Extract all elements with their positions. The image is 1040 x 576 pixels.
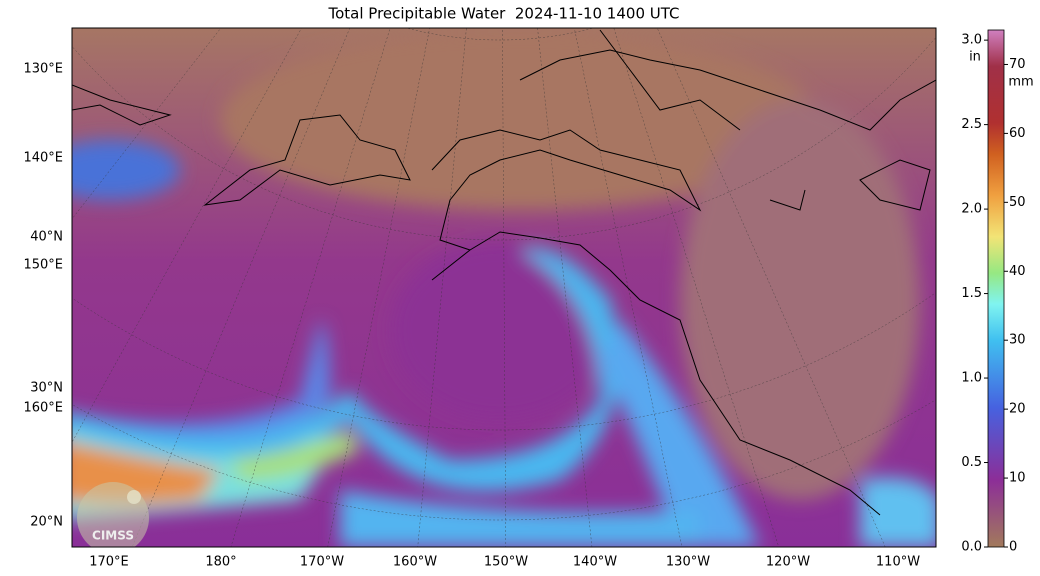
map-bottom-label: 170°E [89,555,129,570]
map-bottom-label: 140°W [573,555,617,570]
map-left-label: 30°N [30,381,63,396]
colorbar-tick-label-mm: 20 [1009,402,1026,417]
colorbar-tick-label-in: 2.0 [961,202,982,217]
coastlines [72,29,936,516]
colorbar-tick-label-mm: 30 [1009,333,1026,348]
map-left-label: 150°E [23,258,63,273]
colorbar-tick-label-mm: 0 [1009,540,1017,555]
colorbar-tick-label-mm: 60 [1009,126,1026,141]
map-left-label: 130°E [23,62,63,77]
map-left-label: 140°E [23,151,63,166]
map-left-label: 40°N [30,230,63,245]
colorbar-tick-label-in: 1.0 [961,371,982,386]
colorbar-tick-label-mm: 70 [1009,57,1026,72]
map-bottom-label: 130°W [666,555,710,570]
logo-text: CIMSS [92,529,134,543]
unit-in: in [969,50,981,65]
map-left-label: 160°E [23,401,63,416]
colorbar-tick-label-in: 2.5 [961,117,982,132]
colorbar-tick-label-in: 3.0 [961,33,982,48]
colorbar [987,29,1005,548]
map-bottom-label: 110°W [876,555,920,570]
map-bottom-label: 160°W [393,555,437,570]
colorbar-tick-label-mm: 40 [1009,264,1026,279]
map-bottom-label: 180° [205,555,236,570]
map-bottom-label: 120°W [766,555,810,570]
colorbar-tick-label-in: 0.5 [961,455,982,470]
colorbar-tick-label-in: 1.5 [961,286,982,301]
map-left-label: 20°N [30,515,63,530]
colorbar-tick-label-mm: 10 [1009,471,1026,486]
map-bottom-label: 150°W [484,555,528,570]
unit-mm: mm [1008,75,1033,90]
map-bottom-label: 170°W [300,555,344,570]
colorbar-tick-label-mm: 50 [1009,195,1026,210]
colorbar-tick-label-in: 0.0 [961,540,982,555]
logo: CIMSS [77,482,149,547]
title: Total Precipitable Water 2024-11-10 1400… [327,5,679,23]
